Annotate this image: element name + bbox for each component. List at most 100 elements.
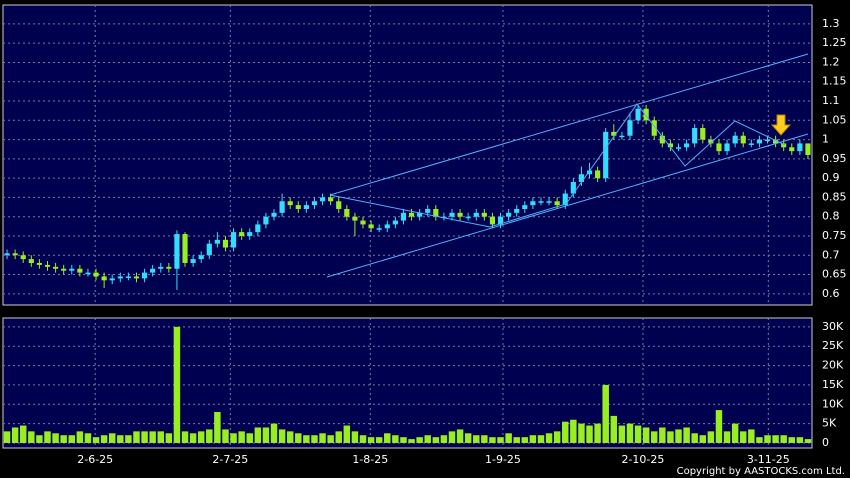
- volume-bar: [3, 431, 11, 443]
- price-panel: [2, 4, 813, 306]
- volume-bar: [570, 419, 577, 443]
- volume-bar: [303, 435, 310, 443]
- trendlines: [326, 53, 809, 278]
- candle-body: [425, 208, 431, 213]
- candle-body: [522, 205, 528, 209]
- volume-bar: [699, 435, 707, 443]
- candle-body: [52, 266, 59, 269]
- volume-bar: [327, 435, 334, 443]
- volume-bar: [715, 410, 723, 443]
- y-tick-label: 20K: [822, 359, 844, 372]
- candle-body: [109, 278, 115, 281]
- volume-bar: [189, 433, 197, 443]
- volume-bar: [804, 439, 812, 443]
- volume-bar: [319, 433, 326, 443]
- y-tick-label: 15K: [822, 378, 844, 391]
- candle-body: [619, 135, 625, 138]
- candle-body: [344, 208, 350, 217]
- candle-body: [198, 255, 204, 260]
- candle-body: [20, 255, 26, 260]
- volume-bar: [19, 425, 27, 443]
- candle-body: [586, 170, 593, 175]
- volume-bar: [311, 435, 318, 443]
- candle-body: [263, 216, 269, 225]
- candle-body: [311, 201, 318, 206]
- copyright: Copyright by AASTOCKS.com Ltd.: [677, 466, 845, 477]
- volume-bar: [60, 435, 67, 443]
- candle-body: [222, 239, 229, 248]
- volume-bar: [780, 435, 787, 443]
- x-tick-label: 1-9-25: [485, 453, 521, 466]
- candle-body: [538, 201, 544, 203]
- candle-body: [125, 276, 131, 278]
- volume-bar: [359, 435, 367, 443]
- candle-body: [773, 139, 779, 144]
- candle-body: [659, 135, 665, 144]
- candle-body: [336, 201, 342, 209]
- volume-bar: [375, 437, 383, 443]
- candle-body: [684, 143, 690, 148]
- candle-body: [44, 264, 51, 267]
- y-tick-label: 1.3: [822, 17, 840, 30]
- volume-bar: [278, 429, 286, 443]
- volume-bar: [197, 431, 205, 443]
- volume-bar: [100, 435, 108, 443]
- volume-bar: [448, 431, 456, 443]
- candle-body: [724, 143, 730, 152]
- candle-body: [384, 224, 390, 229]
- candle-body: [239, 232, 245, 236]
- volume-bar: [683, 427, 690, 443]
- volume-bar: [84, 433, 92, 443]
- candle-body: [93, 272, 99, 277]
- candle-body: [748, 143, 754, 145]
- volume-bar: [254, 427, 262, 443]
- candle-body: [530, 201, 536, 206]
- y-tick-label: 1.15: [822, 75, 847, 88]
- candle-body: [61, 268, 67, 271]
- y-tick-label: 10K: [822, 397, 844, 410]
- volume-bar: [642, 427, 650, 443]
- y-tick-label: 1.25: [822, 36, 847, 49]
- y-tick-label: 0.8: [822, 210, 840, 223]
- candle-body: [489, 216, 496, 225]
- candle-body: [69, 268, 75, 271]
- volume-bar: [772, 435, 779, 443]
- candle-body: [667, 143, 674, 148]
- y-tick-label: 0.75: [822, 229, 847, 242]
- volume-bar: [181, 431, 189, 443]
- candle-body: [764, 139, 771, 142]
- volume-bar: [416, 437, 423, 443]
- volume-bar: [238, 431, 245, 443]
- y-tick-label: 0: [822, 436, 829, 449]
- candle-body: [190, 259, 196, 263]
- volume-bar: [424, 435, 431, 443]
- candle-body: [255, 224, 261, 233]
- candle-body: [303, 205, 309, 209]
- candle-body: [627, 120, 633, 136]
- candle-body: [708, 139, 714, 144]
- volume-bar: [796, 437, 804, 443]
- volume-bar: [691, 433, 698, 443]
- candle-body: [133, 276, 140, 279]
- volume-bar: [125, 435, 132, 443]
- volume-bar: [400, 437, 407, 443]
- candle-body: [514, 208, 520, 213]
- volume-bar: [529, 435, 537, 443]
- candle-body: [85, 272, 91, 275]
- volume-bar: [44, 431, 51, 443]
- candle-body: [28, 259, 34, 263]
- volume-bar: [634, 425, 642, 443]
- volume-bar: [756, 437, 763, 443]
- volume-bar: [626, 423, 634, 443]
- candle-body: [376, 228, 382, 230]
- candle-body: [740, 135, 746, 144]
- volume-bar: [659, 427, 666, 443]
- x-tick-label: 2-7-25: [212, 453, 248, 466]
- candle-body: [457, 212, 463, 217]
- y-tick-label: 0.85: [822, 190, 847, 203]
- candle-body: [230, 232, 237, 248]
- volume-bar: [456, 429, 464, 443]
- candle-body: [716, 143, 722, 152]
- volume-bar: [764, 435, 771, 443]
- upper-channel: [329, 53, 809, 196]
